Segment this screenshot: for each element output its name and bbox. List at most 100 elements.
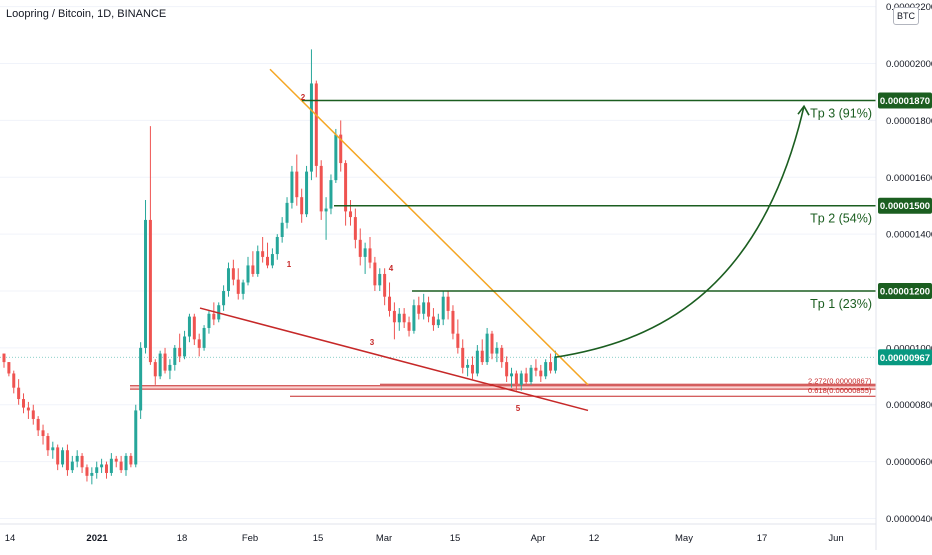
candle-body bbox=[470, 364, 474, 374]
candle-body bbox=[85, 467, 89, 476]
grid bbox=[0, 6, 876, 519]
candle-body bbox=[388, 296, 392, 311]
candle-body bbox=[231, 268, 235, 280]
candle-body bbox=[183, 336, 187, 357]
chart-title: Loopring / Bitcoin, 1D, BINANCE bbox=[6, 8, 167, 20]
candle-body bbox=[114, 458, 118, 462]
candle-body bbox=[397, 313, 401, 323]
candle-body bbox=[207, 313, 211, 328]
candle-body bbox=[407, 322, 411, 331]
candle-body bbox=[148, 219, 152, 363]
candle-body bbox=[75, 455, 79, 462]
fib-label: 0.618(0.00000855) bbox=[808, 386, 872, 395]
candle-body bbox=[422, 302, 426, 314]
candle-body bbox=[534, 367, 538, 371]
y-tick-label: 0.00002000 bbox=[886, 59, 932, 70]
x-tick-label: Apr bbox=[531, 533, 546, 544]
candle-body bbox=[129, 455, 133, 465]
candle-body bbox=[475, 350, 479, 374]
x-tick-label: 18 bbox=[177, 533, 188, 544]
x-tick-label: Feb bbox=[242, 533, 258, 544]
wave-label: 2 bbox=[301, 93, 306, 102]
x-tick-label: 15 bbox=[450, 533, 461, 544]
candle-body bbox=[466, 364, 470, 368]
candle-body bbox=[275, 236, 279, 255]
candle-body bbox=[197, 339, 201, 348]
target-price-text: 0.00001500 bbox=[880, 201, 930, 212]
candle-body bbox=[446, 296, 450, 311]
projection-arrow bbox=[554, 106, 805, 359]
candle-body bbox=[519, 373, 523, 385]
support-trendline bbox=[199, 307, 589, 412]
candle-body bbox=[319, 165, 323, 212]
candle-body bbox=[427, 302, 431, 317]
candle-body bbox=[46, 436, 50, 451]
target-price-text: 0.00001870 bbox=[880, 96, 930, 107]
candle-body bbox=[368, 248, 372, 263]
candle-body bbox=[261, 251, 265, 257]
candle-body bbox=[344, 163, 348, 212]
candle-body bbox=[173, 347, 177, 365]
candle-body bbox=[402, 313, 406, 323]
candle-body bbox=[241, 282, 245, 294]
candle-body bbox=[22, 399, 26, 408]
candle-body bbox=[290, 171, 294, 203]
candle-body bbox=[226, 268, 230, 292]
candle-body bbox=[392, 310, 396, 323]
candle-body bbox=[524, 373, 528, 382]
candle-body bbox=[461, 347, 465, 368]
x-tick-label: Mar bbox=[376, 533, 392, 544]
fib-label: 2.272(0.00000867) bbox=[808, 377, 872, 386]
drawings: Tp 3 (91%) Tp 2 (54%) Tp 1 (23%) 1 2 3 4 5 bbox=[199, 68, 876, 413]
candle-body bbox=[500, 347, 504, 363]
currency-button[interactable]: BTC bbox=[893, 7, 919, 25]
candle-body bbox=[334, 134, 338, 181]
y-tick-label: 0.00001400 bbox=[886, 230, 932, 241]
candle-body bbox=[285, 202, 289, 223]
candle-body bbox=[256, 251, 260, 274]
candle-body bbox=[549, 362, 553, 371]
candle-body bbox=[202, 327, 206, 348]
target-label: Tp 2 (54%) bbox=[810, 212, 872, 226]
candle-body bbox=[539, 370, 543, 377]
candle-body bbox=[363, 248, 367, 257]
candle-body bbox=[266, 256, 270, 266]
projection-arrowhead bbox=[797, 104, 810, 116]
candle-body bbox=[383, 273, 387, 297]
y-tick-label: 0.00001000 bbox=[886, 343, 932, 354]
candle-body bbox=[61, 450, 65, 465]
candle-body bbox=[36, 418, 40, 431]
candle-body bbox=[309, 83, 313, 172]
candle-body bbox=[187, 316, 191, 337]
candle-body bbox=[544, 362, 548, 377]
x-tick-label: May bbox=[675, 533, 693, 544]
candle-body bbox=[2, 353, 6, 363]
candle-body bbox=[7, 362, 11, 374]
candle-body bbox=[31, 410, 35, 419]
candle-body bbox=[339, 134, 343, 164]
candle-body bbox=[17, 387, 21, 400]
candle-body bbox=[251, 265, 255, 274]
y-tick-label: 0.00001800 bbox=[886, 116, 932, 127]
candle-body bbox=[348, 211, 352, 218]
y-axis: 0.00000400 0.00000600 0.00000800 0.00001000… bbox=[875, 0, 932, 550]
candle-body bbox=[295, 171, 299, 198]
candle-body bbox=[192, 316, 196, 340]
candle-body bbox=[480, 350, 484, 363]
y-tick-label: 0.00000400 bbox=[886, 514, 932, 525]
candle-body bbox=[236, 279, 240, 294]
resistance-trendline bbox=[269, 68, 589, 386]
candle-body bbox=[495, 347, 499, 354]
candle-body bbox=[119, 461, 123, 471]
candle-body bbox=[222, 291, 226, 306]
candle-body bbox=[109, 458, 113, 473]
candle-body bbox=[178, 347, 182, 357]
candle-body bbox=[553, 356, 557, 371]
candle-body bbox=[153, 362, 157, 377]
candle-body bbox=[100, 464, 104, 468]
candles bbox=[2, 49, 557, 485]
wave-label: 4 bbox=[389, 264, 394, 273]
x-tick-label: 14 bbox=[5, 533, 16, 544]
target-price-badge bbox=[878, 197, 932, 214]
